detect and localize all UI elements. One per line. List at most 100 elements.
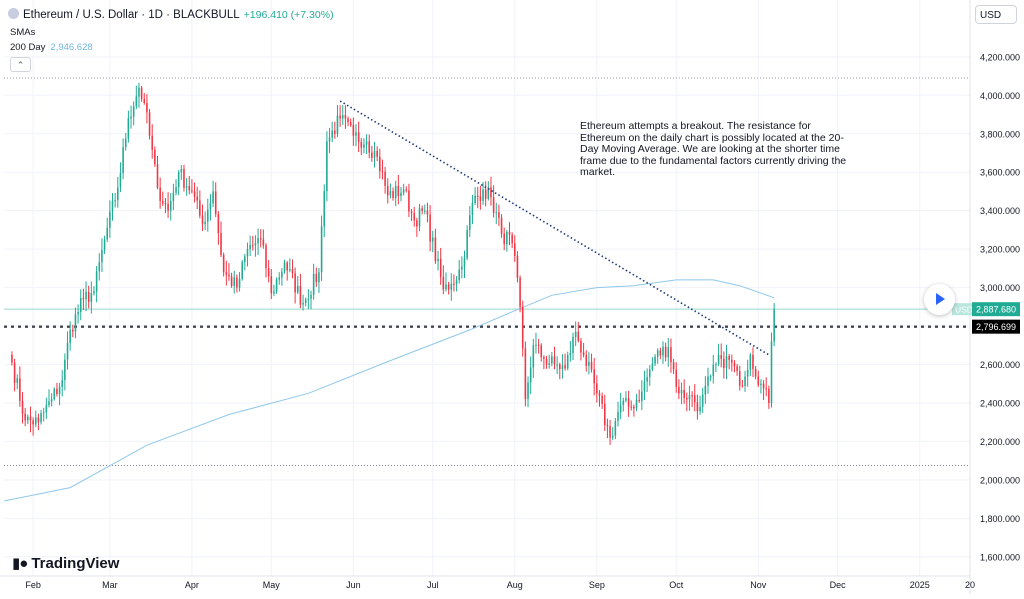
level-price-badge: [972, 319, 1020, 334]
trendline[interactable]: [339, 100, 770, 356]
candle-body: [476, 195, 479, 197]
candle-body: [371, 152, 373, 158]
candle-body: [64, 359, 66, 380]
candle-body: [410, 211, 413, 213]
candle-body: [318, 272, 320, 283]
candle-body: [85, 291, 87, 300]
candle-body: [585, 354, 588, 366]
candle-body: [431, 237, 434, 242]
candle-body: [111, 201, 114, 212]
candle-body: [733, 362, 736, 367]
candle-body: [206, 209, 209, 222]
candle-body: [270, 276, 273, 294]
candle-body: [289, 269, 291, 271]
y-tick-label: 4,000.000: [980, 91, 1020, 101]
indicator-group-label[interactable]: SMAs: [10, 27, 36, 38]
current-price-prefix-bg: [952, 303, 972, 316]
candle-body: [355, 132, 357, 136]
currency-button[interactable]: USD: [975, 5, 1017, 24]
candle-body: [302, 302, 304, 305]
candle-body: [154, 149, 156, 165]
indicator-row[interactable]: 200 Day 2,946.628: [10, 42, 93, 53]
candle-body: [228, 274, 230, 277]
candle-body: [487, 187, 490, 199]
time-axis[interactable]: Feb Mar Apr May Jun Jul Aug Sep Oct Nov Dec 2025 20: [0, 575, 975, 590]
current-price-badge: [972, 302, 1020, 317]
candle-body: [212, 191, 214, 204]
indicator-name: 200 Day: [10, 42, 46, 53]
candle-body: [521, 306, 524, 349]
candle-body: [42, 412, 45, 414]
candle-body: [24, 413, 26, 421]
candle-body: [299, 285, 302, 305]
candle-body: [765, 388, 768, 390]
candle-body: [572, 337, 574, 353]
candle-body: [569, 352, 572, 356]
candle-body: [405, 189, 408, 191]
collapse-legend-button[interactable]: ⌃: [10, 57, 31, 72]
replay-button[interactable]: [924, 284, 955, 315]
candle-body: [373, 150, 376, 158]
candle-body: [180, 168, 183, 173]
candle-body: [191, 190, 193, 192]
candle-body: [680, 389, 683, 394]
x-tick-label: May: [263, 580, 281, 590]
candle-body: [723, 358, 725, 368]
chart-annotation-note[interactable]: Ethereum attempts a breakout. The resist…: [580, 120, 847, 178]
candle-body: [199, 200, 201, 216]
candle-body: [686, 397, 688, 400]
candle-body: [606, 425, 609, 427]
candle-body: [447, 284, 450, 290]
y-tick-label: 3,800.000: [980, 129, 1020, 139]
candle-body: [384, 171, 386, 186]
candle-body: [471, 202, 474, 216]
candle-body: [503, 233, 505, 245]
candle-body: [379, 156, 381, 172]
chart-legend-header: Ethereum / U.S. Dollar · 1D · BLACKBULL +…: [8, 8, 334, 21]
candle-body: [736, 366, 738, 372]
candle-body: [659, 350, 662, 356]
candle-body: [601, 395, 603, 404]
candle-body: [675, 369, 678, 387]
price-change: +196.410 (+7.30%): [243, 9, 334, 21]
candle-body: [79, 297, 82, 312]
price-axis[interactable]: 1,600.000 1,800.000 2,000.000 2,200.000 2,40…: [969, 0, 1020, 594]
candle-body: [720, 355, 723, 359]
candle-body: [551, 356, 553, 364]
candle-body: [643, 381, 646, 392]
candle-body: [275, 279, 278, 292]
candle-body: [564, 365, 566, 369]
candle-body: [540, 345, 543, 358]
candle-body: [625, 398, 627, 401]
price-labels: USD 2,887.680 2,796.699: [952, 302, 1020, 334]
candle-body: [19, 378, 21, 401]
candle-body: [707, 376, 709, 386]
candle-body: [138, 87, 140, 97]
tradingview-logo[interactable]: ▮● TradingView: [12, 554, 119, 572]
candle-body: [50, 399, 53, 402]
candle-body: [286, 262, 288, 271]
candle-body: [479, 196, 482, 201]
candle-body: [434, 237, 437, 262]
candle-body: [704, 385, 707, 395]
candle-body: [728, 356, 730, 360]
candle-body: [553, 356, 556, 365]
candle-body: [124, 138, 127, 148]
candle-body: [577, 331, 580, 341]
candle-body: [619, 404, 622, 413]
candle-body: [426, 210, 429, 215]
candle-body: [760, 383, 762, 385]
candle-body: [574, 331, 577, 338]
y-tick-label: 1,600.000: [980, 552, 1020, 562]
candle-body: [598, 393, 601, 396]
candle-body: [143, 98, 146, 103]
candle-body: [670, 347, 672, 363]
tradingview-logo-icon: ▮●: [12, 555, 28, 572]
candle-body: [508, 231, 511, 235]
candle-body: [61, 379, 64, 387]
candle-body: [11, 354, 13, 363]
candle-body: [209, 203, 212, 210]
candle-body: [233, 277, 236, 287]
